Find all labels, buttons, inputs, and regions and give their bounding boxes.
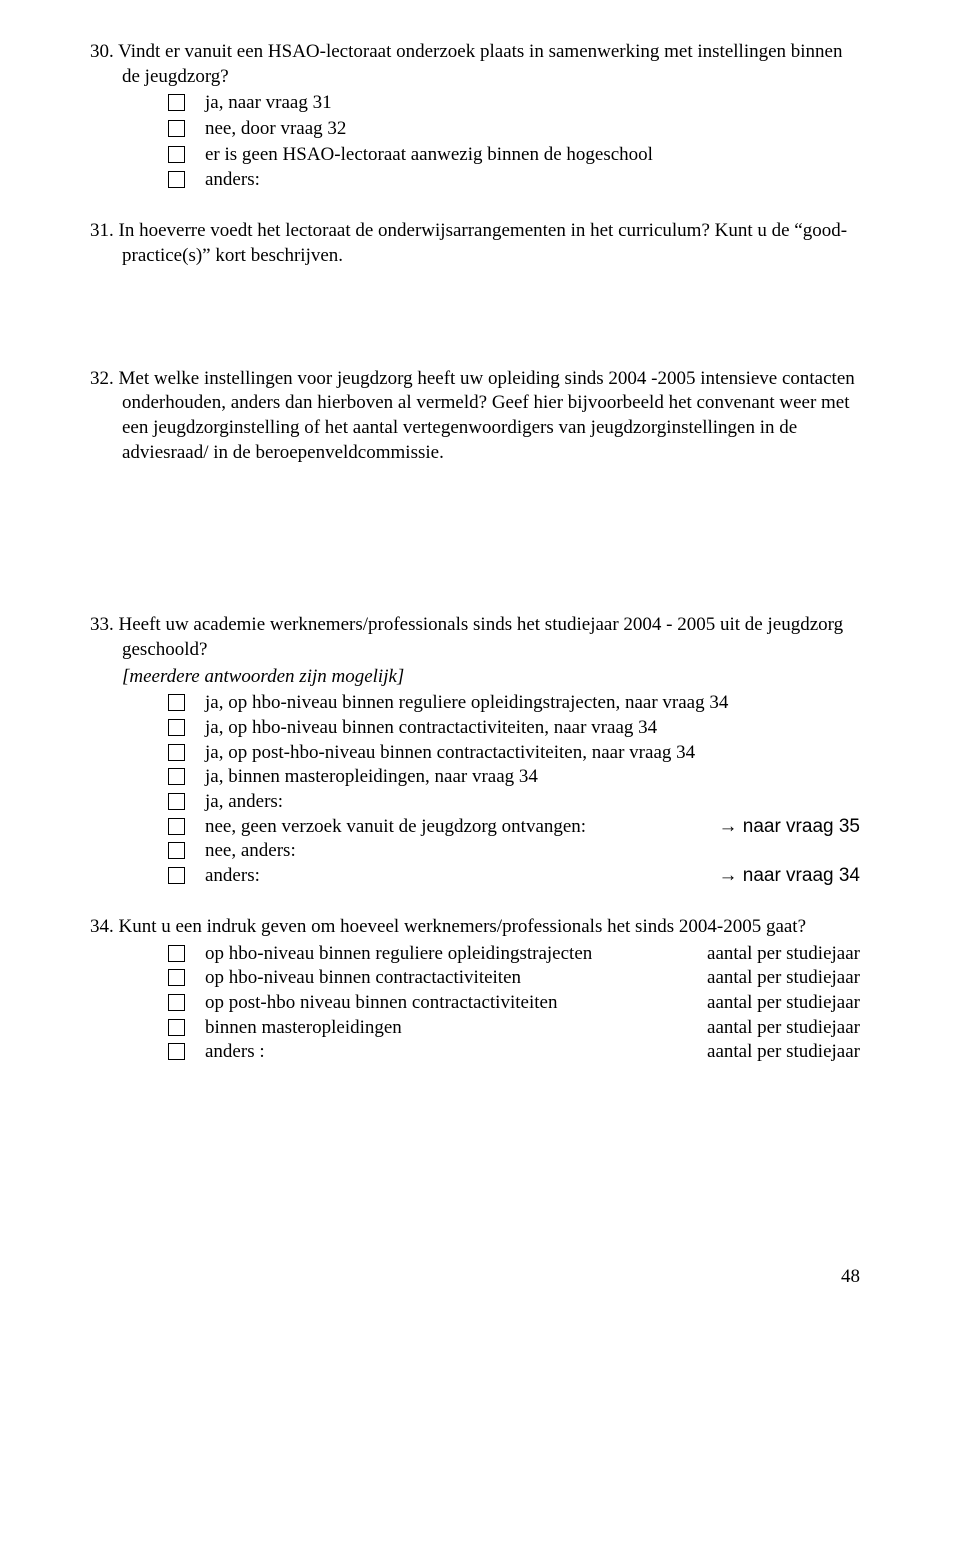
page-number: 48	[90, 1265, 860, 1290]
option-label: anders :	[205, 1040, 707, 1065]
checkbox-icon[interactable]	[168, 994, 185, 1011]
page: 30. Vindt er vanuit een HSAO-lectoraat o…	[0, 0, 960, 1330]
option-row: anders: → naar vraag 34	[168, 864, 860, 889]
option-label: op post-hbo niveau binnen contractactivi…	[205, 991, 707, 1016]
option-label: ja, op hbo-niveau binnen reguliere oplei…	[205, 691, 860, 716]
checkbox-icon[interactable]	[168, 945, 185, 962]
option-label: nee, anders:	[205, 839, 860, 864]
option-row: op hbo-niveau binnen reguliere opleiding…	[168, 942, 860, 967]
question-34: 34. Kunt u een indruk geven om hoeveel w…	[90, 915, 860, 1065]
q-text: 34. Kunt u een indruk geven om hoeveel w…	[90, 915, 860, 940]
question-30: 30. Vindt er vanuit een HSAO-lectoraat o…	[90, 40, 860, 193]
q-text: 30. Vindt er vanuit een HSAO-lectoraat o…	[90, 40, 860, 89]
options-30: ja, naar vraag 31 nee, door vraag 32 er …	[168, 91, 860, 193]
checkbox-icon[interactable]	[168, 171, 185, 188]
option-row: nee, anders:	[168, 839, 860, 864]
option-label: ja, anders:	[205, 790, 860, 815]
option-label: er is geen HSAO-lectoraat aanwezig binne…	[205, 143, 860, 168]
options-hint: [meerdere antwoorden zijn mogelijk]	[122, 665, 860, 690]
option-label: op hbo-niveau binnen reguliere opleiding…	[205, 942, 707, 967]
option-label: ja, naar vraag 31	[205, 91, 860, 116]
checkbox-icon[interactable]	[168, 146, 185, 163]
checkbox-icon[interactable]	[168, 94, 185, 111]
q-text: 33. Heeft uw academie werknemers/profess…	[90, 613, 860, 662]
option-right: aantal per studiejaar	[707, 1016, 860, 1041]
checkbox-icon[interactable]	[168, 1019, 185, 1036]
question-32: 32. Met welke instellingen voor jeugdzor…	[90, 367, 860, 466]
option-label: anders:	[205, 864, 718, 889]
option-row: nee, geen verzoek vanuit de jeugdzorg on…	[168, 815, 860, 840]
option-row: ja, naar vraag 31	[168, 91, 860, 116]
checkbox-icon[interactable]	[168, 842, 185, 859]
option-label: ja, op hbo-niveau binnen contractactivit…	[205, 716, 860, 741]
option-right: → naar vraag 35	[718, 815, 860, 840]
option-row: anders:	[168, 168, 860, 193]
q-text: 31. In hoeverre voedt het lectoraat de o…	[90, 219, 860, 268]
option-row: binnen masteropleidingen aantal per stud…	[168, 1016, 860, 1041]
option-row: anders : aantal per studiejaar	[168, 1040, 860, 1065]
checkbox-icon[interactable]	[168, 867, 185, 884]
option-label: op hbo-niveau binnen contractactiviteite…	[205, 966, 707, 991]
checkbox-icon[interactable]	[168, 120, 185, 137]
option-row: nee, door vraag 32	[168, 117, 860, 142]
option-right: aantal per studiejaar	[707, 942, 860, 967]
option-row: op hbo-niveau binnen contractactiviteite…	[168, 966, 860, 991]
checkbox-icon[interactable]	[168, 793, 185, 810]
checkbox-icon[interactable]	[168, 818, 185, 835]
option-row: ja, op post-hbo-niveau binnen contractac…	[168, 741, 860, 766]
checkbox-icon[interactable]	[168, 768, 185, 785]
option-label: binnen masteropleidingen	[205, 1016, 707, 1041]
option-label: anders:	[205, 168, 860, 193]
option-row: op post-hbo niveau binnen contractactivi…	[168, 991, 860, 1016]
option-label: nee, geen verzoek vanuit de jeugdzorg on…	[205, 815, 718, 840]
option-row: er is geen HSAO-lectoraat aanwezig binne…	[168, 143, 860, 168]
option-row: ja, anders:	[168, 790, 860, 815]
q-text: 32. Met welke instellingen voor jeugdzor…	[90, 367, 860, 466]
option-right: aantal per studiejaar	[707, 1040, 860, 1065]
checkbox-icon[interactable]	[168, 744, 185, 761]
options-33: ja, op hbo-niveau binnen reguliere oplei…	[168, 691, 860, 889]
checkbox-icon[interactable]	[168, 694, 185, 711]
checkbox-icon[interactable]	[168, 969, 185, 986]
option-label: nee, door vraag 32	[205, 117, 860, 142]
option-label: ja, binnen masteropleidingen, naar vraag…	[205, 765, 860, 790]
question-33: 33. Heeft uw academie werknemers/profess…	[90, 613, 860, 889]
option-row: ja, binnen masteropleidingen, naar vraag…	[168, 765, 860, 790]
option-row: ja, op hbo-niveau binnen reguliere oplei…	[168, 691, 860, 716]
option-label: ja, op post-hbo-niveau binnen contractac…	[205, 741, 860, 766]
options-34: op hbo-niveau binnen reguliere opleiding…	[168, 942, 860, 1065]
option-row: ja, op hbo-niveau binnen contractactivit…	[168, 716, 860, 741]
option-right: aantal per studiejaar	[707, 991, 860, 1016]
checkbox-icon[interactable]	[168, 1043, 185, 1060]
option-right: → naar vraag 34	[718, 864, 860, 889]
checkbox-icon[interactable]	[168, 719, 185, 736]
option-right: aantal per studiejaar	[707, 966, 860, 991]
question-31: 31. In hoeverre voedt het lectoraat de o…	[90, 219, 860, 268]
